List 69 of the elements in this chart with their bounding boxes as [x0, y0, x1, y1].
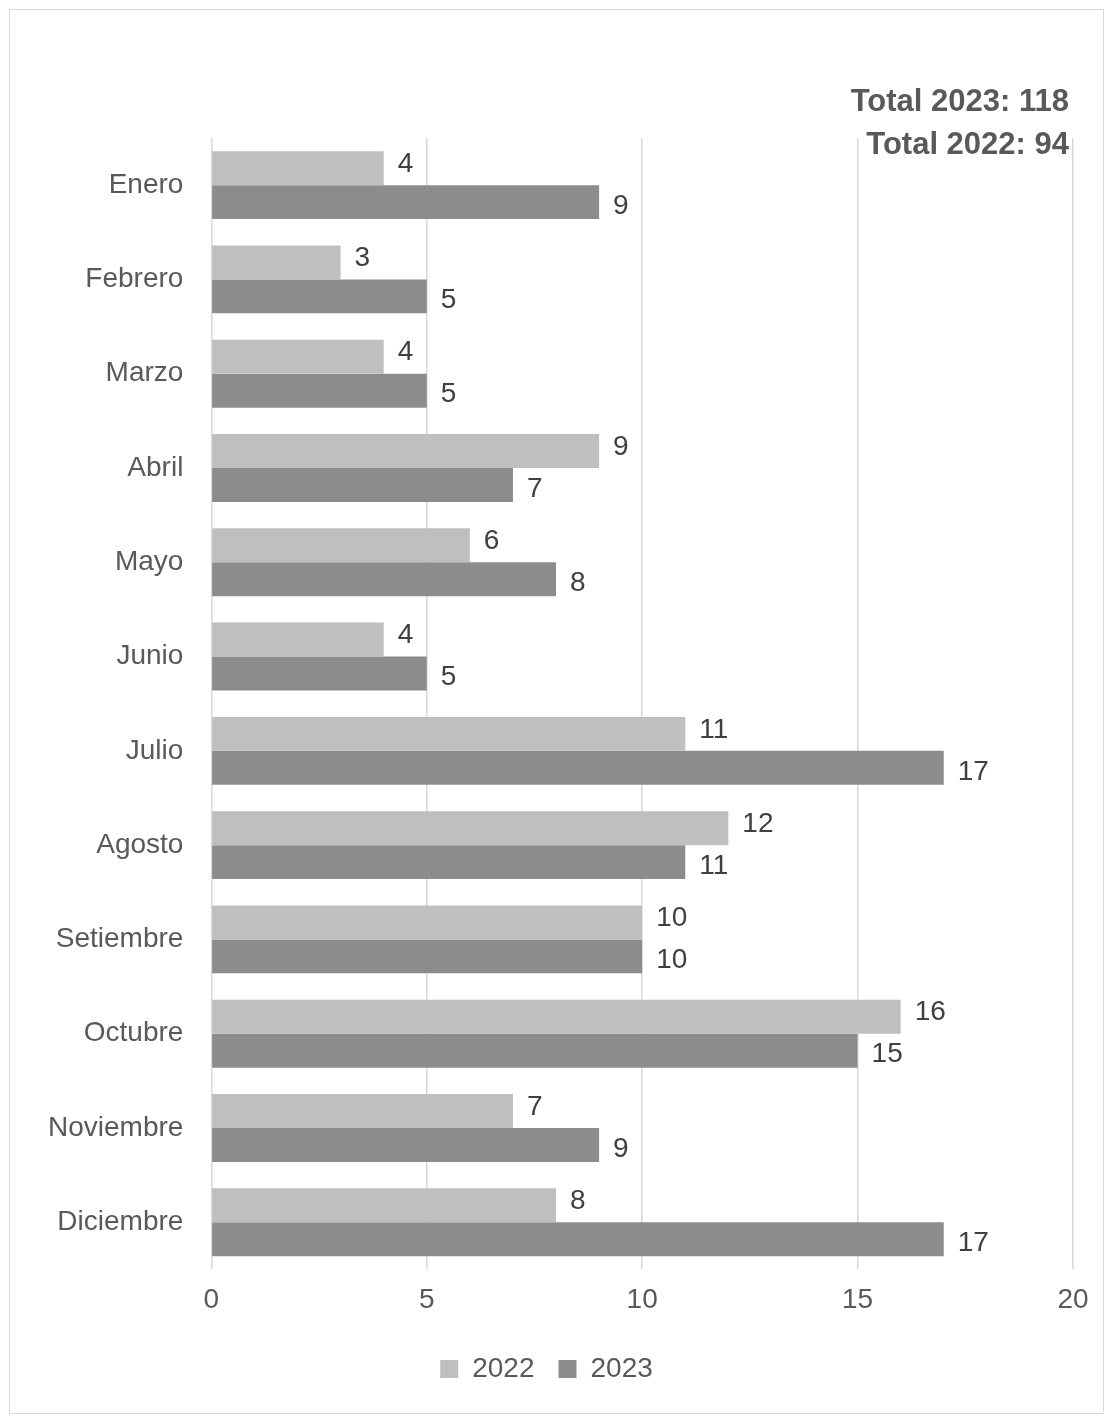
- bar: [212, 1094, 513, 1128]
- data-label: 8: [570, 565, 586, 597]
- y-tick-label: Noviembre: [47, 1110, 184, 1142]
- bar: [212, 939, 643, 974]
- data-label: 17: [957, 754, 989, 786]
- bar: [212, 467, 513, 502]
- bar: [212, 245, 341, 280]
- bar: [212, 716, 686, 751]
- bar: [212, 750, 944, 785]
- bar: [212, 999, 901, 1034]
- bar: [212, 373, 427, 408]
- data-label: 6: [483, 524, 500, 556]
- y-tick-label: Setiembre: [55, 922, 184, 954]
- annotation: Total 2022: 94: [866, 125, 1070, 161]
- data-label: 10: [656, 901, 688, 933]
- data-label: 4: [397, 146, 414, 178]
- bar: [212, 811, 729, 846]
- bar: [212, 845, 686, 880]
- y-tick-label: Mayo: [114, 544, 184, 576]
- legend-label: 2023: [590, 1351, 653, 1383]
- data-label: 15: [871, 1037, 903, 1069]
- bar: [212, 434, 600, 468]
- bar: [212, 656, 427, 691]
- bar: [212, 562, 557, 597]
- bar: [212, 279, 427, 314]
- data-label: 11: [699, 848, 729, 880]
- data-label: 8: [570, 1184, 586, 1216]
- y-tick-label: Marzo: [105, 356, 184, 388]
- y-tick-label: Febrero: [85, 262, 184, 294]
- bar: [212, 185, 600, 220]
- y-tick-label: Abril: [127, 450, 184, 482]
- data-label: 7: [526, 1089, 543, 1121]
- y-tick-label: Enero: [108, 167, 184, 199]
- x-tick-label: 20: [1057, 1282, 1089, 1314]
- data-label: 16: [914, 995, 946, 1027]
- bar: [212, 151, 384, 186]
- data-label: 9: [613, 188, 629, 220]
- x-tick-label: 5: [419, 1282, 435, 1314]
- y-tick-label: Junio: [116, 639, 184, 671]
- bar: [212, 1033, 858, 1068]
- bar: [212, 1127, 600, 1162]
- y-tick-label: Diciembre: [57, 1204, 184, 1236]
- y-tick-label: Agosto: [96, 827, 184, 859]
- data-label: 7: [526, 471, 543, 503]
- x-tick-label: 10: [626, 1282, 658, 1314]
- bar: [212, 339, 384, 374]
- legend-label: 2022: [472, 1351, 535, 1383]
- bar: [212, 905, 643, 940]
- x-tick-label: 0: [203, 1282, 220, 1314]
- data-label: 4: [397, 335, 414, 367]
- bar: [212, 528, 470, 563]
- data-label: 5: [440, 377, 457, 409]
- y-tick-label: Julio: [125, 733, 184, 765]
- data-label: 11: [699, 712, 729, 744]
- data-label: 17: [957, 1225, 989, 1257]
- bar: [212, 622, 384, 657]
- x-tick-label: 15: [842, 1282, 874, 1314]
- text: Total 2023: 118: [850, 82, 1069, 118]
- data-label: 9: [613, 429, 629, 461]
- bar: [212, 1188, 557, 1223]
- data-label: 5: [440, 660, 457, 692]
- data-label: 4: [397, 618, 414, 650]
- data-label: 10: [656, 943, 688, 975]
- data-label: 9: [613, 1131, 629, 1163]
- data-label: 3: [354, 241, 371, 273]
- bar: [212, 1222, 944, 1257]
- data-label: 5: [440, 283, 457, 315]
- y-tick-label: Octubre: [83, 1016, 184, 1048]
- data-label: 12: [742, 806, 774, 838]
